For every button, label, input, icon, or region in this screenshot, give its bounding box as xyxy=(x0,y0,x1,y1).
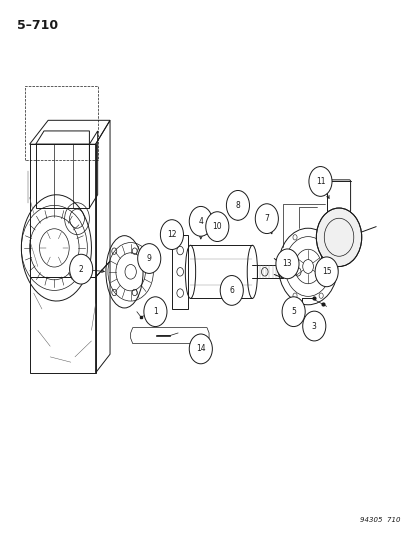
Circle shape xyxy=(189,206,212,236)
Circle shape xyxy=(255,204,278,233)
Circle shape xyxy=(314,257,337,287)
Text: 94305  710: 94305 710 xyxy=(360,516,400,523)
Circle shape xyxy=(226,190,249,220)
Text: 8: 8 xyxy=(235,201,240,210)
Circle shape xyxy=(308,166,331,196)
Text: 11: 11 xyxy=(315,177,325,186)
Circle shape xyxy=(316,208,361,266)
Circle shape xyxy=(281,297,304,327)
Circle shape xyxy=(69,254,93,284)
Text: 14: 14 xyxy=(195,344,205,353)
Text: 9: 9 xyxy=(147,254,151,263)
Text: 5–710: 5–710 xyxy=(17,19,58,33)
Circle shape xyxy=(302,311,325,341)
Text: 10: 10 xyxy=(212,222,222,231)
Text: 12: 12 xyxy=(167,230,176,239)
Text: 15: 15 xyxy=(321,268,331,276)
Text: 3: 3 xyxy=(311,321,316,330)
Circle shape xyxy=(160,220,183,249)
Text: 5: 5 xyxy=(290,307,295,316)
Text: 1: 1 xyxy=(153,307,157,316)
Text: 7: 7 xyxy=(264,214,268,223)
Circle shape xyxy=(138,244,160,273)
Circle shape xyxy=(205,212,228,241)
Circle shape xyxy=(189,334,212,364)
Text: 4: 4 xyxy=(198,217,203,226)
Text: 2: 2 xyxy=(78,265,83,273)
Circle shape xyxy=(144,297,166,327)
Text: 6: 6 xyxy=(229,286,234,295)
Circle shape xyxy=(275,249,298,279)
Circle shape xyxy=(220,276,243,305)
Text: 13: 13 xyxy=(282,260,292,268)
